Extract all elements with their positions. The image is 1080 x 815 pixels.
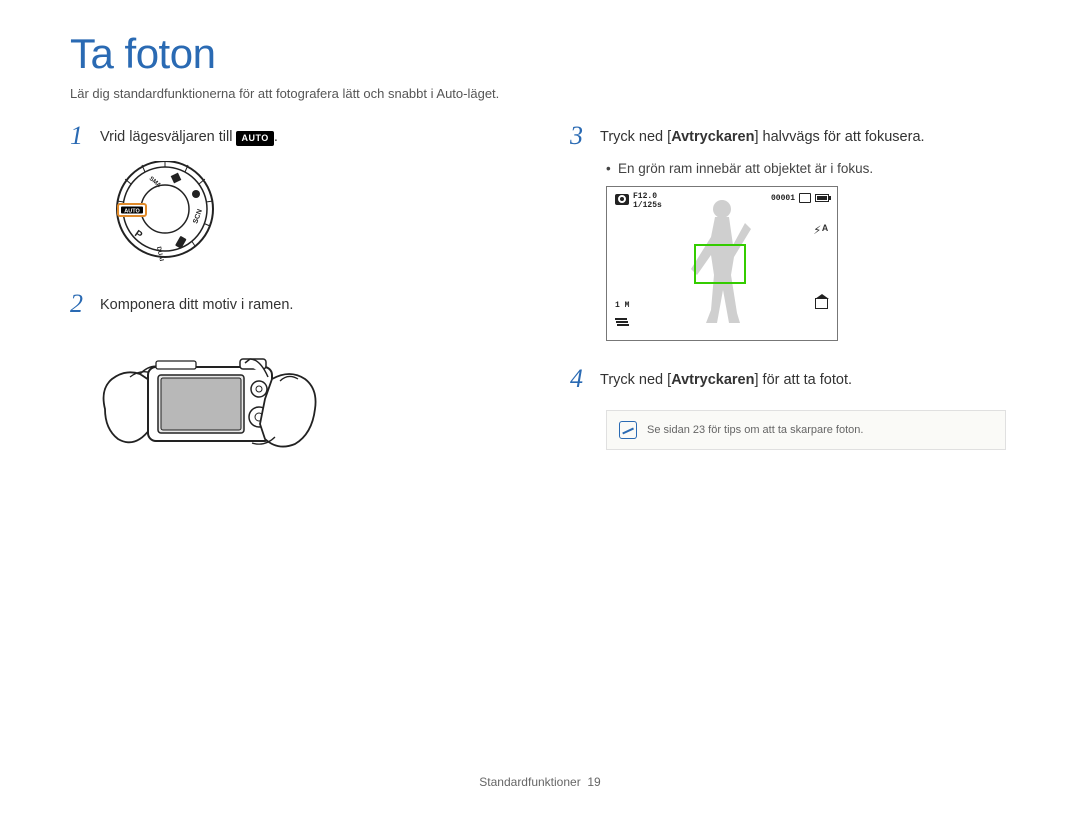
- step1-post: .: [274, 129, 278, 145]
- footer-section: Standardfunktioner: [479, 775, 580, 789]
- step3-bold: Avtryckaren: [671, 129, 754, 145]
- lcd-preview: F12.0 1/125s 00001 ⚡ᴬ 1 M: [606, 186, 838, 341]
- step3-post: ] halvvägs för att fokusera.: [754, 129, 924, 145]
- flash-auto-icon: ⚡ᴬ: [813, 223, 829, 238]
- step1-pre: Vrid lägesväljaren till: [100, 129, 236, 145]
- lcd-right-icons: ⚡ᴬ: [813, 223, 829, 309]
- focus-box: [694, 244, 746, 284]
- step-text: Tryck ned [Avtryckaren] halvvägs för att…: [600, 123, 925, 147]
- page-subtitle: Lär dig standardfunktionerna för att fot…: [70, 86, 1010, 101]
- step4-bold: Avtryckaren: [671, 372, 754, 388]
- step-text: Komponera ditt motiv i ramen.: [100, 291, 293, 315]
- step3-pre: Tryck ned [: [600, 129, 671, 145]
- page-title: Ta foton: [70, 30, 1010, 78]
- lcd-left-icons: 1 M: [615, 301, 629, 328]
- step-4: 4 Tryck ned [Avtryckaren] för att ta fot…: [570, 366, 1010, 392]
- ois-icon: [815, 298, 828, 309]
- step-number: 2: [70, 291, 90, 317]
- step-number: 1: [70, 123, 90, 149]
- step3-bullet: En grön ram innebär att objektet är i fo…: [606, 161, 1010, 176]
- step-2: 2 Komponera ditt motiv i ramen.: [70, 291, 510, 317]
- right-column: 3 Tryck ned [Avtryckaren] halvvägs för a…: [570, 123, 1010, 479]
- step-number: 4: [570, 366, 590, 392]
- step-1: 1 Vrid lägesväljaren till AUTO.: [70, 123, 510, 149]
- step4-post: ] för att ta fotot.: [754, 372, 852, 388]
- battery-icon: [815, 194, 829, 202]
- step-3: 3 Tryck ned [Avtryckaren] halvvägs för a…: [570, 123, 1010, 149]
- drive-mode-icon: [615, 318, 629, 328]
- dial-auto-position: AUTO: [118, 204, 146, 216]
- camera-icon: [615, 194, 629, 205]
- memory-icon: [799, 193, 811, 203]
- lcd-top-left: F12.0 1/125s: [615, 193, 662, 211]
- left-column: 1 Vrid lägesväljaren till AUTO.: [70, 123, 510, 479]
- page-footer: Standardfunktioner 19: [0, 775, 1080, 789]
- note-icon: [619, 421, 637, 439]
- step4-pre: Tryck ned [: [600, 372, 671, 388]
- auto-badge-icon: AUTO: [236, 131, 273, 146]
- lcd-shutter: 1/125s: [633, 202, 662, 211]
- lcd-counter: 00001: [771, 194, 795, 203]
- resolution-label: 1 M: [615, 301, 629, 310]
- step-text: Vrid lägesväljaren till AUTO.: [100, 123, 278, 147]
- footer-page: 19: [587, 775, 600, 789]
- lcd-exposure-text: F12.0 1/125s: [633, 193, 662, 211]
- mode-dial-illustration: AUTO P DUAL SCN SMA: [100, 161, 510, 261]
- svg-text:AUTO: AUTO: [124, 209, 140, 215]
- content-columns: 1 Vrid lägesväljaren till AUTO.: [70, 123, 1010, 479]
- lcd-top-right: 00001: [771, 193, 829, 203]
- tip-text: Se sidan 23 för tips om att ta skarpare …: [647, 424, 863, 436]
- hands-camera-illustration: [100, 329, 510, 479]
- tip-box: Se sidan 23 för tips om att ta skarpare …: [606, 410, 1006, 450]
- step-text: Tryck ned [Avtryckaren] för att ta fotot…: [600, 366, 852, 390]
- step-number: 3: [570, 123, 590, 149]
